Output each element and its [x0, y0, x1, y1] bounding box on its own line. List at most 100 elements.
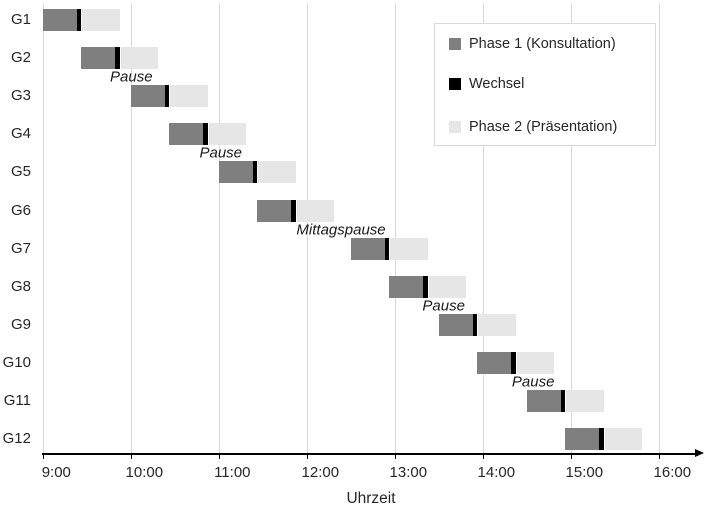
axis-tick-label: 10:00	[125, 464, 164, 481]
legend-item-label: Wechsel	[469, 75, 525, 92]
legend-item-label: Phase 1 (Konsultation)	[469, 36, 616, 52]
legend-item-label: Phase 2 (Präsentation)	[469, 119, 618, 135]
pause-annotation: Pause	[110, 68, 153, 86]
gantt-bar	[43, 9, 120, 31]
category-label: G6	[10, 201, 31, 219]
phase2-segment	[515, 351, 554, 374]
phase2-segment	[207, 123, 246, 146]
phase2-segment	[169, 85, 208, 108]
phase2-segment	[427, 275, 466, 298]
gridline	[219, 4, 221, 454]
phase1-segment	[477, 351, 512, 374]
axis-tick	[43, 454, 45, 459]
gridline	[43, 4, 45, 454]
phase1-segment	[439, 313, 474, 336]
wechsel-segment	[203, 123, 208, 146]
wechsel-segment	[511, 351, 516, 374]
gridline	[483, 4, 485, 454]
gridline	[571, 4, 573, 454]
gridline	[307, 4, 309, 454]
category-label: G4	[10, 125, 31, 143]
wechsel-segment	[599, 428, 604, 451]
axis-tick-label: 12:00	[301, 464, 340, 481]
axis-tick	[395, 454, 397, 459]
gantt-bar	[477, 351, 554, 374]
legend-item: Phase 2 (Präsentation)	[449, 119, 647, 135]
phase2-segment	[477, 313, 516, 336]
wechsel-segment	[423, 275, 428, 298]
axis-tick	[307, 454, 309, 459]
wechsel-segment	[165, 85, 170, 108]
x-axis-title: Uhrzeit	[346, 490, 396, 507]
pause-annotation: Mittagspause	[296, 221, 386, 239]
wechsel-segment	[561, 390, 566, 412]
axis-tick	[219, 454, 221, 459]
wechsel-segment	[385, 237, 390, 260]
axis-tick-label: 16:00	[653, 464, 692, 481]
gridline	[659, 4, 661, 454]
phase2-segment	[603, 428, 642, 451]
category-label: G9	[10, 315, 31, 333]
legend-swatch-icon	[449, 77, 461, 90]
gridline	[395, 4, 397, 454]
axis-tick-label: 15:00	[565, 464, 604, 481]
phase1-segment	[219, 161, 254, 184]
category-label: G10	[2, 353, 31, 371]
category-label: G2	[10, 49, 31, 67]
wechsel-segment	[473, 313, 478, 336]
phase1-segment	[169, 123, 204, 146]
axis-tick-label: 9:00	[41, 464, 71, 481]
axis-tick	[131, 454, 133, 459]
axis-tick-label: 11:00	[214, 464, 251, 481]
category-label: G3	[10, 87, 31, 105]
phase2-segment	[81, 9, 120, 31]
wechsel-segment	[253, 161, 258, 184]
phase1-segment	[389, 275, 424, 298]
gantt-bar	[527, 390, 604, 412]
x-axis-arrow	[695, 449, 704, 458]
wechsel-segment	[291, 199, 296, 222]
phase2-segment	[295, 199, 334, 222]
gantt-bar	[219, 161, 296, 184]
wechsel-segment	[115, 47, 120, 70]
phase1-segment	[43, 9, 78, 31]
phase1-segment	[81, 47, 116, 70]
gridline	[131, 4, 133, 454]
category-label: G8	[10, 277, 31, 295]
phase2-segment	[257, 161, 296, 184]
gantt-bar	[169, 123, 246, 146]
axis-tick	[659, 454, 661, 459]
legend-swatch-icon	[449, 121, 461, 133]
pause-annotation: Pause	[422, 297, 465, 315]
legend: Phase 1 (Konsultation) Wechsel Phase 2 (Pr…	[434, 23, 656, 146]
phase1-segment	[565, 428, 600, 451]
phase1-segment	[527, 390, 562, 412]
phase2-segment	[389, 237, 428, 260]
pause-annotation: Pause	[199, 144, 243, 162]
legend-item: Wechsel	[449, 75, 647, 92]
legend-item: Phase 1 (Konsultation)	[449, 36, 647, 52]
gantt-bar	[351, 237, 428, 260]
category-label: G5	[10, 163, 31, 181]
phase2-segment	[119, 47, 158, 70]
gantt-bar	[131, 85, 208, 108]
axis-tick-label: 14:00	[477, 464, 516, 481]
gantt-bar	[439, 313, 516, 336]
x-axis-line	[42, 453, 696, 455]
phase1-segment	[131, 85, 166, 108]
phase2-segment	[565, 390, 604, 412]
category-label: G12	[2, 430, 31, 448]
phase1-segment	[351, 237, 386, 260]
axis-tick-label: 13:00	[389, 464, 428, 481]
gantt-bar	[257, 199, 334, 222]
wechsel-segment	[77, 9, 82, 31]
phase1-segment	[257, 199, 292, 222]
category-label: G11	[3, 392, 31, 409]
gantt-bar	[389, 275, 466, 298]
pause-annotation: Pause	[511, 373, 555, 391]
gantt-bar	[565, 428, 642, 451]
legend-swatch-icon	[449, 38, 461, 50]
category-label: G1	[10, 11, 31, 28]
